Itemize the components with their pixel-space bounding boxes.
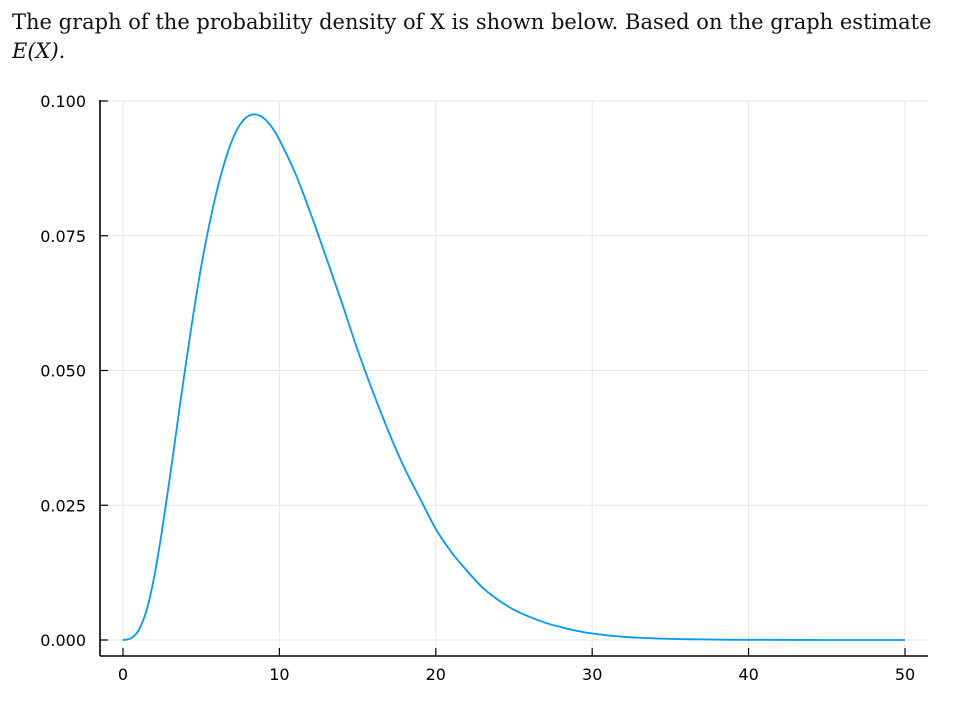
density-curve [122, 113, 905, 641]
x-tick-label: 40 [738, 665, 758, 684]
question-line-1: The graph of the probability density of … [12, 10, 932, 34]
question-line-2: E(X). [12, 39, 66, 63]
x-tick-label: 30 [582, 665, 602, 684]
x-tick-label: 50 [895, 665, 915, 684]
question-text: The graph of the probability density of … [12, 8, 948, 66]
y-tick-label: 0.100 [40, 92, 86, 111]
x-tick-label: 10 [269, 665, 289, 684]
x-tick-label: 0 [118, 665, 128, 684]
y-tick-label: 0.075 [40, 227, 86, 246]
y-tick-label: 0.025 [40, 496, 86, 515]
y-tick-label: 0.050 [40, 362, 86, 381]
x-tick-label: 20 [426, 665, 446, 684]
y-tick-label: 0.000 [40, 631, 86, 650]
